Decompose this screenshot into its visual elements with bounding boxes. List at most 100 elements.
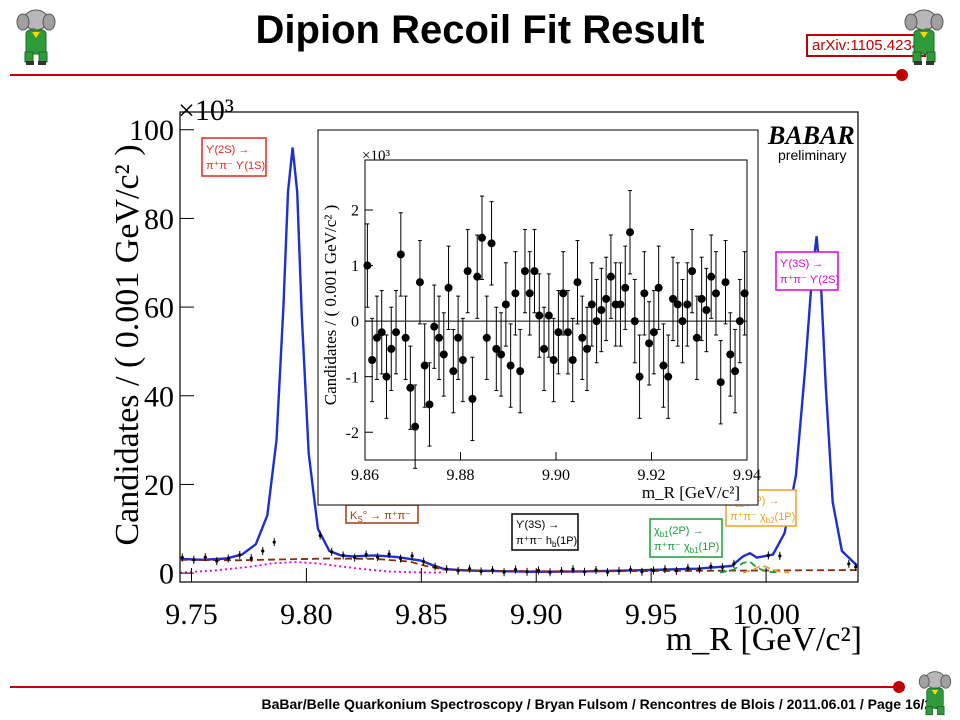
data-point <box>549 356 558 364</box>
data-point <box>540 344 549 353</box>
data-point <box>559 569 564 573</box>
data-point <box>467 567 472 571</box>
data-point <box>582 570 587 574</box>
data-point <box>587 300 596 309</box>
data-point <box>583 344 592 353</box>
main-plot-frame <box>179 111 859 583</box>
y-tick-label: 40 <box>144 380 174 413</box>
annotation-upsilon3s: ϒ(3S) → π⁺π⁻ ϒ(2S) <box>775 251 839 291</box>
data-point <box>626 228 635 237</box>
component-curve <box>719 560 780 574</box>
svg-text:ϒ(3S) →: ϒ(3S) → <box>516 519 559 531</box>
x-tick-label: 9.92 <box>638 467 666 484</box>
data-point <box>482 333 491 342</box>
data-point <box>731 367 740 376</box>
data-point <box>487 239 496 248</box>
footer-rule-dot <box>893 681 905 693</box>
data-point <box>707 272 716 281</box>
data-point <box>709 564 713 569</box>
footer-rule <box>10 686 898 688</box>
data-point <box>568 356 577 364</box>
svg-text:π⁺π⁻ hb(1P): π⁺π⁻ hb(1P) <box>516 535 577 549</box>
component-curve <box>179 561 445 574</box>
x-tick-label: 9.95 <box>625 598 678 631</box>
data-point <box>635 372 644 381</box>
data-point <box>847 562 851 566</box>
data-point <box>415 278 424 287</box>
data-point <box>854 565 858 569</box>
data-point <box>377 328 386 337</box>
x-tick-label: 9.88 <box>447 467 475 484</box>
main-x-axis-label: m_R [GeV/c²] <box>666 621 862 658</box>
data-point <box>401 333 410 342</box>
data-point <box>559 289 568 298</box>
data-point <box>573 278 582 287</box>
data-point <box>592 317 601 326</box>
data-point <box>238 553 242 557</box>
data-point <box>203 555 207 559</box>
data-point <box>492 344 501 353</box>
y-tick-label: 60 <box>144 292 174 325</box>
data-point <box>520 267 529 276</box>
x-tick-label: 9.80 <box>280 598 333 631</box>
data-point <box>330 550 334 554</box>
data-point <box>396 250 405 259</box>
inset-x-axis-label: m_R [GeV/c²] <box>642 483 740 502</box>
inset-y-multiplier: ×10³ <box>362 148 390 164</box>
data-point <box>597 306 606 314</box>
data-point <box>511 289 520 298</box>
data-point <box>439 350 448 359</box>
data-point <box>630 317 639 326</box>
data-point <box>640 289 649 298</box>
data-point <box>410 554 414 558</box>
data-point <box>430 322 439 331</box>
inset-y-axis-label: Candidates / ( 0.001 GeV/c² ) <box>321 205 340 406</box>
data-point <box>463 267 472 276</box>
preliminary-label: preliminary <box>778 147 846 163</box>
component-curve <box>179 557 859 573</box>
main-y-axis-label: Candidates / ( 0.001 GeV/c² ) <box>109 144 146 545</box>
header-rule <box>10 74 906 76</box>
x-tick-label: 9.90 <box>510 598 563 631</box>
data-point <box>548 570 552 574</box>
x-tick-label: 10.00 <box>732 598 800 631</box>
data-point <box>686 566 690 570</box>
svg-text:π⁺π⁻ χb1(1P): π⁺π⁻ χb1(1P) <box>654 541 719 555</box>
data-point <box>506 361 515 370</box>
data-point <box>490 568 495 572</box>
data-point <box>628 567 633 572</box>
data-point <box>563 328 572 337</box>
data-point <box>473 272 482 281</box>
data-point <box>678 317 687 326</box>
data-point <box>477 233 486 242</box>
data-point <box>444 283 453 292</box>
data-point <box>697 567 702 571</box>
data-point <box>411 422 420 431</box>
x-tick-label: 9.86 <box>351 467 379 484</box>
y-tick-label: 1 <box>351 258 359 275</box>
data-point <box>353 556 357 560</box>
data-point <box>766 553 770 557</box>
svg-text:ϒ(3S) →: ϒ(3S) → <box>780 258 823 270</box>
data-point <box>616 300 625 309</box>
data-point <box>720 565 725 569</box>
data-point <box>497 350 506 359</box>
data-point <box>387 344 396 353</box>
data-point <box>726 350 735 359</box>
data-point <box>716 378 725 387</box>
annotation-chib1: χb1(2P) → π⁺π⁻ χb1(1P) <box>649 518 723 558</box>
data-point <box>341 553 345 557</box>
data-point <box>516 367 525 376</box>
data-point <box>617 569 621 573</box>
y-tick-label: 100 <box>129 114 174 147</box>
data-point <box>536 568 541 573</box>
data-point <box>697 294 706 303</box>
footer-text: BaBar/Belle Quarkonium Spectroscopy / Br… <box>261 696 941 712</box>
data-point <box>702 306 711 314</box>
data-point <box>435 333 444 342</box>
data-point <box>180 556 184 560</box>
data-point <box>368 356 377 364</box>
data-point <box>535 311 544 320</box>
data-point <box>215 559 219 563</box>
x-tick-label: 9.75 <box>165 598 218 631</box>
